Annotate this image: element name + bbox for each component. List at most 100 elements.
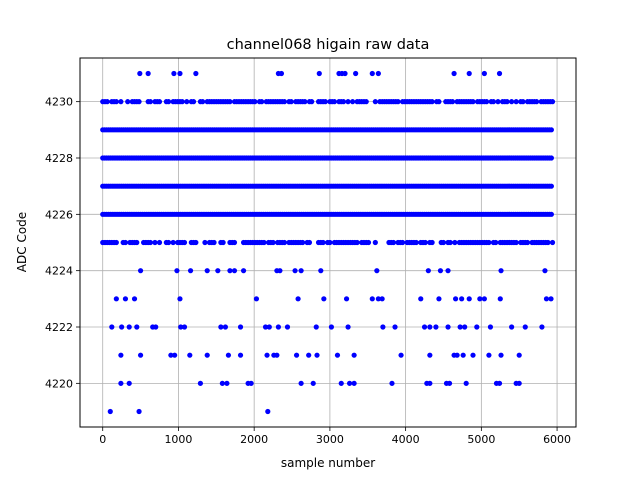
data-point (113, 99, 119, 105)
plot-area-frame (79, 57, 577, 428)
data-point (281, 239, 288, 246)
data-point (237, 352, 244, 358)
data-point (498, 352, 504, 358)
data-point (204, 268, 210, 274)
data-point (372, 99, 378, 105)
data-point (118, 99, 124, 105)
data-point (224, 380, 230, 386)
data-point (181, 239, 188, 246)
data-point (495, 99, 501, 105)
x-tick-label: 2000 (240, 433, 268, 446)
data-point (300, 239, 306, 246)
data-point (445, 324, 451, 330)
data-point (338, 380, 344, 386)
data-point (171, 70, 177, 77)
data-point (190, 99, 197, 105)
data-point (445, 268, 451, 274)
data-point (418, 296, 424, 302)
data-point (513, 99, 519, 105)
data-point (346, 380, 353, 386)
data-point (187, 268, 194, 274)
data-point (457, 324, 463, 330)
data-point (248, 380, 254, 386)
y-tick-label: 4228 (45, 152, 73, 165)
data-point (542, 268, 548, 274)
data-point (275, 324, 281, 330)
data-point (252, 99, 258, 105)
data-point (328, 324, 335, 330)
data-point (227, 268, 233, 274)
data-point (522, 324, 528, 330)
data-point (274, 352, 280, 358)
data-point (122, 296, 129, 302)
data-point (270, 239, 276, 246)
data-point (340, 99, 347, 105)
data-point (240, 268, 247, 274)
data-point (496, 380, 503, 386)
data-point (486, 239, 492, 246)
data-point (104, 99, 110, 105)
x-axis-label: sample number (281, 456, 375, 470)
data-point (156, 239, 163, 246)
data-point (107, 408, 113, 415)
data-point (277, 268, 283, 274)
y-tick-label: 4224 (45, 265, 73, 278)
data-point (486, 352, 492, 358)
data-point (237, 324, 244, 330)
y-tick-label: 4226 (45, 208, 73, 221)
data-point (429, 239, 435, 246)
data-point (460, 352, 466, 358)
data-point (177, 296, 183, 302)
chart-title: channel068 higain raw data (227, 37, 430, 53)
data-point (134, 324, 140, 330)
data-point (197, 380, 204, 386)
data-point (437, 268, 444, 274)
data-point (389, 380, 395, 386)
data-point (369, 70, 375, 77)
data-point (477, 296, 483, 302)
data-point (345, 99, 351, 105)
data-point (398, 352, 404, 358)
x-tick-label: 3000 (316, 433, 344, 446)
x-tick-label: 5000 (467, 433, 495, 446)
data-point (334, 352, 341, 358)
data-point (200, 99, 206, 105)
data-point (316, 70, 322, 77)
data-point (379, 296, 385, 302)
data-point (165, 99, 172, 105)
data-point (446, 380, 453, 386)
data-point (309, 99, 315, 105)
data-point (375, 70, 381, 77)
data-point (131, 296, 138, 302)
data-point (187, 352, 193, 358)
data-point (292, 268, 298, 274)
data-point (318, 268, 324, 274)
data-point (278, 70, 285, 77)
data-point (354, 239, 360, 246)
data-point (481, 296, 487, 302)
data-point (343, 296, 350, 302)
data-point (413, 239, 419, 246)
data-point (548, 155, 554, 161)
data-point (122, 239, 129, 246)
y-tick-label: 4220 (45, 377, 73, 390)
data-point (302, 99, 308, 105)
data-point (487, 324, 494, 330)
data-point (259, 99, 265, 105)
data-point (136, 99, 142, 105)
data-point (179, 99, 185, 105)
data-point (392, 324, 398, 330)
data-point (119, 324, 125, 330)
data-point (193, 239, 199, 246)
x-tick-label: 1000 (164, 433, 192, 446)
data-point (509, 324, 515, 330)
data-point (225, 352, 232, 358)
data-point (168, 352, 174, 358)
data-point (265, 408, 271, 415)
data-point (427, 380, 433, 386)
data-point (202, 239, 208, 246)
data-point (534, 99, 540, 105)
data-point (298, 380, 304, 386)
x-tick-label: 4000 (392, 433, 420, 446)
